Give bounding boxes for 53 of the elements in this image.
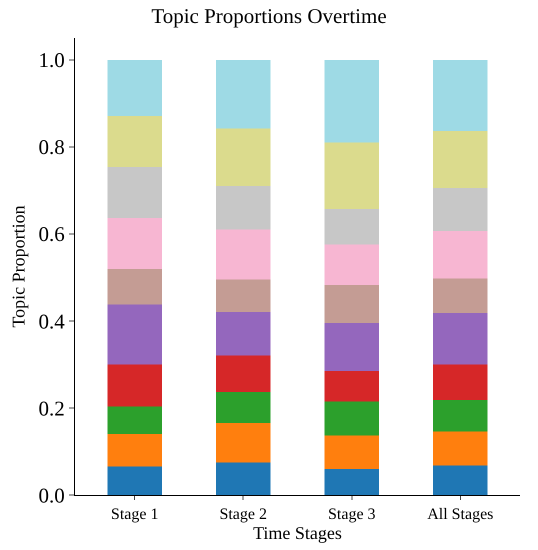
bar	[324, 284, 379, 324]
bar	[433, 400, 488, 432]
bar	[433, 188, 488, 231]
x-tick-label: Stage 3	[328, 506, 376, 524]
bar	[108, 406, 162, 434]
bar	[108, 60, 162, 116]
bar	[324, 435, 379, 469]
bar	[108, 116, 162, 167]
x-tick-label: Stage 1	[110, 506, 158, 524]
x-tick-label: All Stages	[427, 506, 494, 524]
y-tick-label: 0.8	[38, 135, 65, 160]
bar	[108, 466, 162, 495]
x-tick-label: Stage 2	[219, 506, 268, 524]
bar	[216, 128, 270, 186]
bar	[216, 312, 270, 356]
bar	[433, 278, 488, 314]
bar	[324, 244, 379, 285]
bar	[324, 142, 379, 210]
bar	[216, 280, 270, 312]
bar	[108, 304, 162, 364]
bar	[216, 60, 270, 129]
bar	[216, 392, 270, 424]
bar	[108, 166, 162, 218]
bar	[433, 465, 488, 495]
bar	[216, 230, 270, 280]
bar	[433, 431, 488, 466]
bar	[433, 60, 488, 132]
bar	[324, 370, 379, 402]
bar	[433, 364, 488, 400]
bar	[216, 462, 270, 495]
y-tick-label: 0.2	[38, 396, 65, 420]
bar	[324, 323, 379, 371]
bar	[324, 401, 379, 436]
bar	[433, 131, 488, 188]
bar	[324, 209, 379, 245]
y-tick-label: 0.4	[38, 309, 66, 334]
y-tick-label: 0.0	[38, 483, 65, 508]
y-tick-label: 1.0	[38, 48, 65, 72]
bar	[108, 269, 162, 304]
bar	[108, 434, 162, 467]
bar	[324, 468, 379, 495]
bar	[108, 364, 162, 407]
x-axis-title: Time Stages	[253, 523, 342, 544]
y-tick-label: 0.6	[38, 222, 65, 246]
bar	[108, 218, 162, 270]
bar	[324, 60, 379, 142]
bar	[216, 423, 270, 462]
bar	[433, 313, 488, 364]
bar	[216, 356, 270, 392]
y-axis-title: Topic Proportion	[8, 205, 29, 328]
bar	[216, 186, 270, 230]
bar	[433, 230, 488, 279]
chart-title: Topic Proportions Overtime	[151, 4, 387, 28]
